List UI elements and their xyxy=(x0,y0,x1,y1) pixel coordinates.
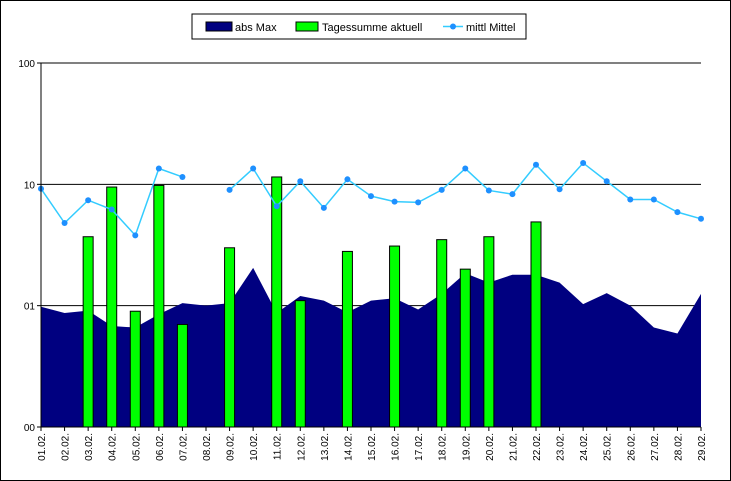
x-tick-label: 13.02. xyxy=(320,433,331,461)
x-tick-label: 06.02. xyxy=(155,433,166,461)
x-tick-labels: 01.02. 02.02. 03.02. 04.02. 05.02. 06.02. 07.0… xyxy=(37,433,708,461)
x-tick-label: 21.02. xyxy=(508,433,519,461)
bar-tagessumme xyxy=(530,221,542,428)
point-mittl-mittel xyxy=(509,191,516,198)
point-mittl-mittel xyxy=(226,186,233,193)
x-tick-label: 20.02. xyxy=(485,433,496,461)
point-mittl-mittel xyxy=(297,178,304,185)
point-mittl-mittel xyxy=(603,178,610,185)
point-mittl-mittel xyxy=(132,232,139,239)
bar-tagessumme xyxy=(341,250,353,428)
point-mittl-mittel xyxy=(438,186,445,193)
point-mittl-mittel xyxy=(250,165,257,172)
point-mittl-mittel xyxy=(85,197,92,204)
legend-label-tagessumme: Tagessumme aktuell xyxy=(322,22,422,34)
point-mittl-mittel xyxy=(344,176,351,183)
x-tick-label: 10.02. xyxy=(249,433,260,461)
bar-tagessumme xyxy=(82,236,94,428)
x-tick-label: 07.02. xyxy=(178,433,189,461)
x-tick-label: 26.02. xyxy=(626,433,637,461)
bar-layer xyxy=(82,176,542,428)
bar-tagessumme xyxy=(436,239,448,428)
point-mittl-mittel xyxy=(650,196,657,203)
x-tick-label: 05.02. xyxy=(131,433,142,461)
point-mittl-mittel xyxy=(533,161,539,168)
x-tick-label: 02.02. xyxy=(61,433,72,461)
bar-tagessumme xyxy=(483,236,495,428)
legend-swatch-abs-max xyxy=(205,21,233,32)
point-mittl-mittel xyxy=(674,209,681,216)
point-mittl-mittel xyxy=(627,196,634,203)
legend-label-abs-max: abs Max xyxy=(235,22,277,34)
bar-tagessumme xyxy=(459,268,471,428)
legend-label-mittl-mittel: mittl Mittel xyxy=(466,22,516,34)
bar-tagessumme xyxy=(176,323,188,428)
x-tick-label: 01.02. xyxy=(37,433,48,461)
x-tick-label: 14.02. xyxy=(343,433,354,461)
legend: abs Max Tagessumme aktuell mittl Mittel xyxy=(191,13,527,40)
point-mittl-mittel xyxy=(273,203,280,210)
x-tick-label: 27.02. xyxy=(650,433,661,461)
x-tick-label: 08.02. xyxy=(202,433,213,461)
y-tick-label: 100 xyxy=(18,59,35,70)
bar-tagessumme xyxy=(224,247,236,428)
x-tick-label: 28.02. xyxy=(673,433,684,461)
point-mittl-mittel xyxy=(391,198,398,205)
point-mittl-mittel xyxy=(368,193,374,200)
point-mittl-mittel xyxy=(462,165,469,172)
legend-swatch-marker xyxy=(450,23,456,30)
bar-tagessumme xyxy=(129,310,141,428)
axes xyxy=(37,62,702,431)
point-mittl-mittel xyxy=(580,159,587,166)
y-tick-label: 10 xyxy=(24,180,36,191)
x-tick-label: 03.02. xyxy=(84,433,95,461)
x-tick-label: 15.02. xyxy=(367,433,378,461)
x-tick-label: 24.02. xyxy=(579,433,590,461)
bar-tagessumme xyxy=(389,245,401,428)
x-tick-label: 29.02. xyxy=(697,433,708,461)
x-tick-label: 17.02. xyxy=(414,433,425,461)
bar-tagessumme xyxy=(153,184,165,428)
x-tick-label: 12.02. xyxy=(296,433,307,461)
x-tick-label: 16.02. xyxy=(391,433,402,461)
point-mittl-mittel xyxy=(415,199,422,206)
x-tick-label: 25.02. xyxy=(603,433,614,461)
x-tick-label: 18.02. xyxy=(438,433,449,461)
bar-tagessumme xyxy=(106,186,118,428)
x-tick-label: 04.02. xyxy=(108,433,119,461)
bar-tagessumme xyxy=(294,300,306,428)
point-mittl-mittel xyxy=(108,206,115,213)
legend-box xyxy=(191,13,527,40)
x-tick-label: 09.02. xyxy=(226,433,237,461)
x-tick-label: 22.02. xyxy=(532,433,543,461)
point-mittl-mittel xyxy=(320,204,327,211)
y-tick-label: 01 xyxy=(24,302,36,313)
x-tick-label: 19.02. xyxy=(461,433,472,461)
x-tick-label: 23.02. xyxy=(556,433,567,461)
bar-tagessumme xyxy=(271,176,283,428)
x-tick-label: 11.02. xyxy=(273,433,284,460)
point-mittl-mittel xyxy=(61,220,68,227)
legend-swatch-tagessumme xyxy=(295,21,319,32)
point-mittl-mittel xyxy=(698,215,704,222)
y-tick-label: 00 xyxy=(24,423,36,434)
point-mittl-mittel xyxy=(485,187,492,194)
point-mittl-mittel xyxy=(179,173,186,180)
point-mittl-mittel xyxy=(155,165,162,172)
point-mittl-mittel xyxy=(556,186,563,193)
line-layer xyxy=(38,159,704,239)
